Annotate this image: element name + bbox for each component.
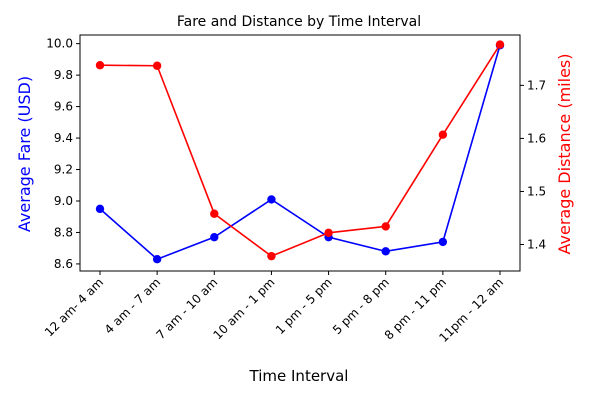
fare-point bbox=[381, 247, 390, 256]
fare-series-line bbox=[99, 45, 501, 261]
right-y-tick-label: 1.7 bbox=[527, 78, 546, 92]
right-y-tick-label: 1.4 bbox=[527, 237, 546, 251]
right-y-axis-label: Average Distance (miles) bbox=[555, 54, 574, 255]
fare-point bbox=[438, 237, 448, 247]
x-tick-label: 12 am- 4 am bbox=[42, 275, 106, 339]
plot-area: 8.6 8.8 9.0 9.2 9.4 9.6 9.8 10.0 1.4 1.5 1.6 1.7 12 … bbox=[42, 34, 546, 345]
left-y-axis-label: Average Fare (USD) bbox=[15, 76, 34, 232]
x-axis-label: Time Interval bbox=[249, 367, 349, 385]
left-y-tick-label: 9.2 bbox=[54, 163, 73, 177]
fare-point bbox=[152, 255, 162, 264]
distance-point bbox=[495, 40, 505, 49]
left-y-tick-label: 8.6 bbox=[54, 257, 73, 271]
distance-series-line bbox=[99, 44, 501, 258]
left-y-tick-label: 9.8 bbox=[54, 68, 73, 82]
x-tick-label: 4 am - 7 am bbox=[102, 275, 163, 336]
left-y-tick-label: 8.8 bbox=[54, 225, 73, 239]
fare-point bbox=[267, 195, 276, 204]
left-y-tick-label: 9.6 bbox=[54, 100, 73, 114]
left-y-tick-label: 10.0 bbox=[46, 37, 73, 51]
distance-point bbox=[267, 251, 276, 261]
x-tick-label: 10 am - 1 pm bbox=[210, 275, 277, 342]
x-tick-label: 1 pm - 5 pm bbox=[273, 275, 335, 337]
distance-point bbox=[324, 228, 333, 238]
distance-point bbox=[438, 130, 448, 139]
fare-point bbox=[210, 232, 219, 242]
left-y-tick-label: 9.0 bbox=[54, 194, 73, 208]
distance-point bbox=[152, 61, 162, 70]
right-y-tick-label: 1.6 bbox=[527, 131, 546, 145]
fare-point bbox=[95, 204, 105, 214]
plot-frame bbox=[79, 34, 521, 272]
left-y-tick-label: 9.4 bbox=[54, 131, 73, 145]
x-tick-label: 5 pm - 8 pm bbox=[330, 275, 392, 337]
distance-point bbox=[95, 61, 105, 70]
distance-point bbox=[210, 209, 219, 218]
distance-point bbox=[381, 222, 390, 231]
chart-title: Fare and Distance by Time Interval bbox=[177, 14, 421, 30]
right-y-tick-label: 1.5 bbox=[527, 184, 546, 198]
